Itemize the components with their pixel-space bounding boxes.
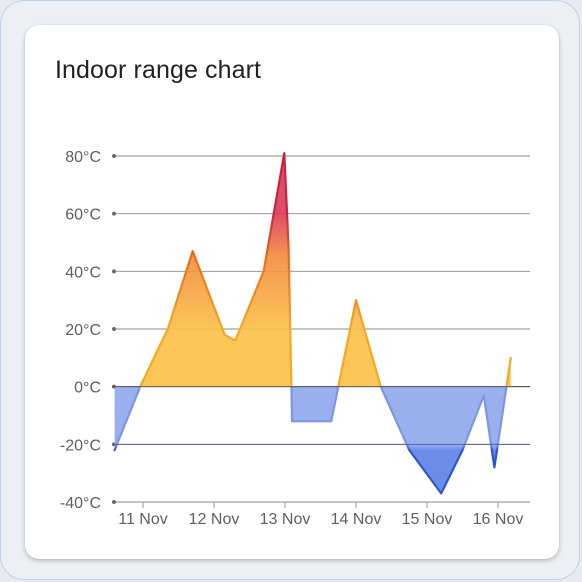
y-tick-mark [112, 500, 116, 504]
x-tick-label: 14 Nov [331, 511, 382, 528]
x-tick-label: 11 Nov [118, 511, 168, 528]
y-tick-label: 20°C [65, 322, 101, 339]
axis-layer: 80°C 60°C 40°C 20°C 0°C -20°C -40°C 11 Nov 12 No… [60, 149, 523, 528]
y-tick-label: 80°C [65, 149, 101, 166]
y-tick-mark [112, 327, 116, 331]
x-tick-label: 16 Nov [473, 511, 524, 528]
x-tick-label: 12 Nov [189, 511, 240, 528]
x-tick-label: 15 Nov [402, 511, 453, 528]
y-tick-label: 60°C [65, 207, 101, 224]
series-line [113, 152, 512, 495]
y-tick-label: 0°C [74, 380, 101, 397]
range-chart: 80°C 60°C 40°C 20°C 0°C -20°C -40°C 11 Nov 12 No… [60, 149, 530, 528]
y-tick-label: -40°C [60, 495, 101, 512]
y-tick-mark [112, 269, 116, 274]
area-layer [112, 152, 530, 495]
x-tick-label: 13 Nov [260, 511, 311, 528]
card-title: Indoor range chart [55, 56, 262, 84]
series-area [114, 153, 511, 494]
y-tick-label: -20°C [60, 437, 101, 454]
chart-card: Indoor range chart 80°C 60°C 40°C 20°C 0°C -2… [25, 25, 559, 559]
y-tick-mark [112, 154, 116, 158]
y-tick-mark [112, 211, 116, 216]
y-tick-label: 40°C [65, 264, 101, 281]
